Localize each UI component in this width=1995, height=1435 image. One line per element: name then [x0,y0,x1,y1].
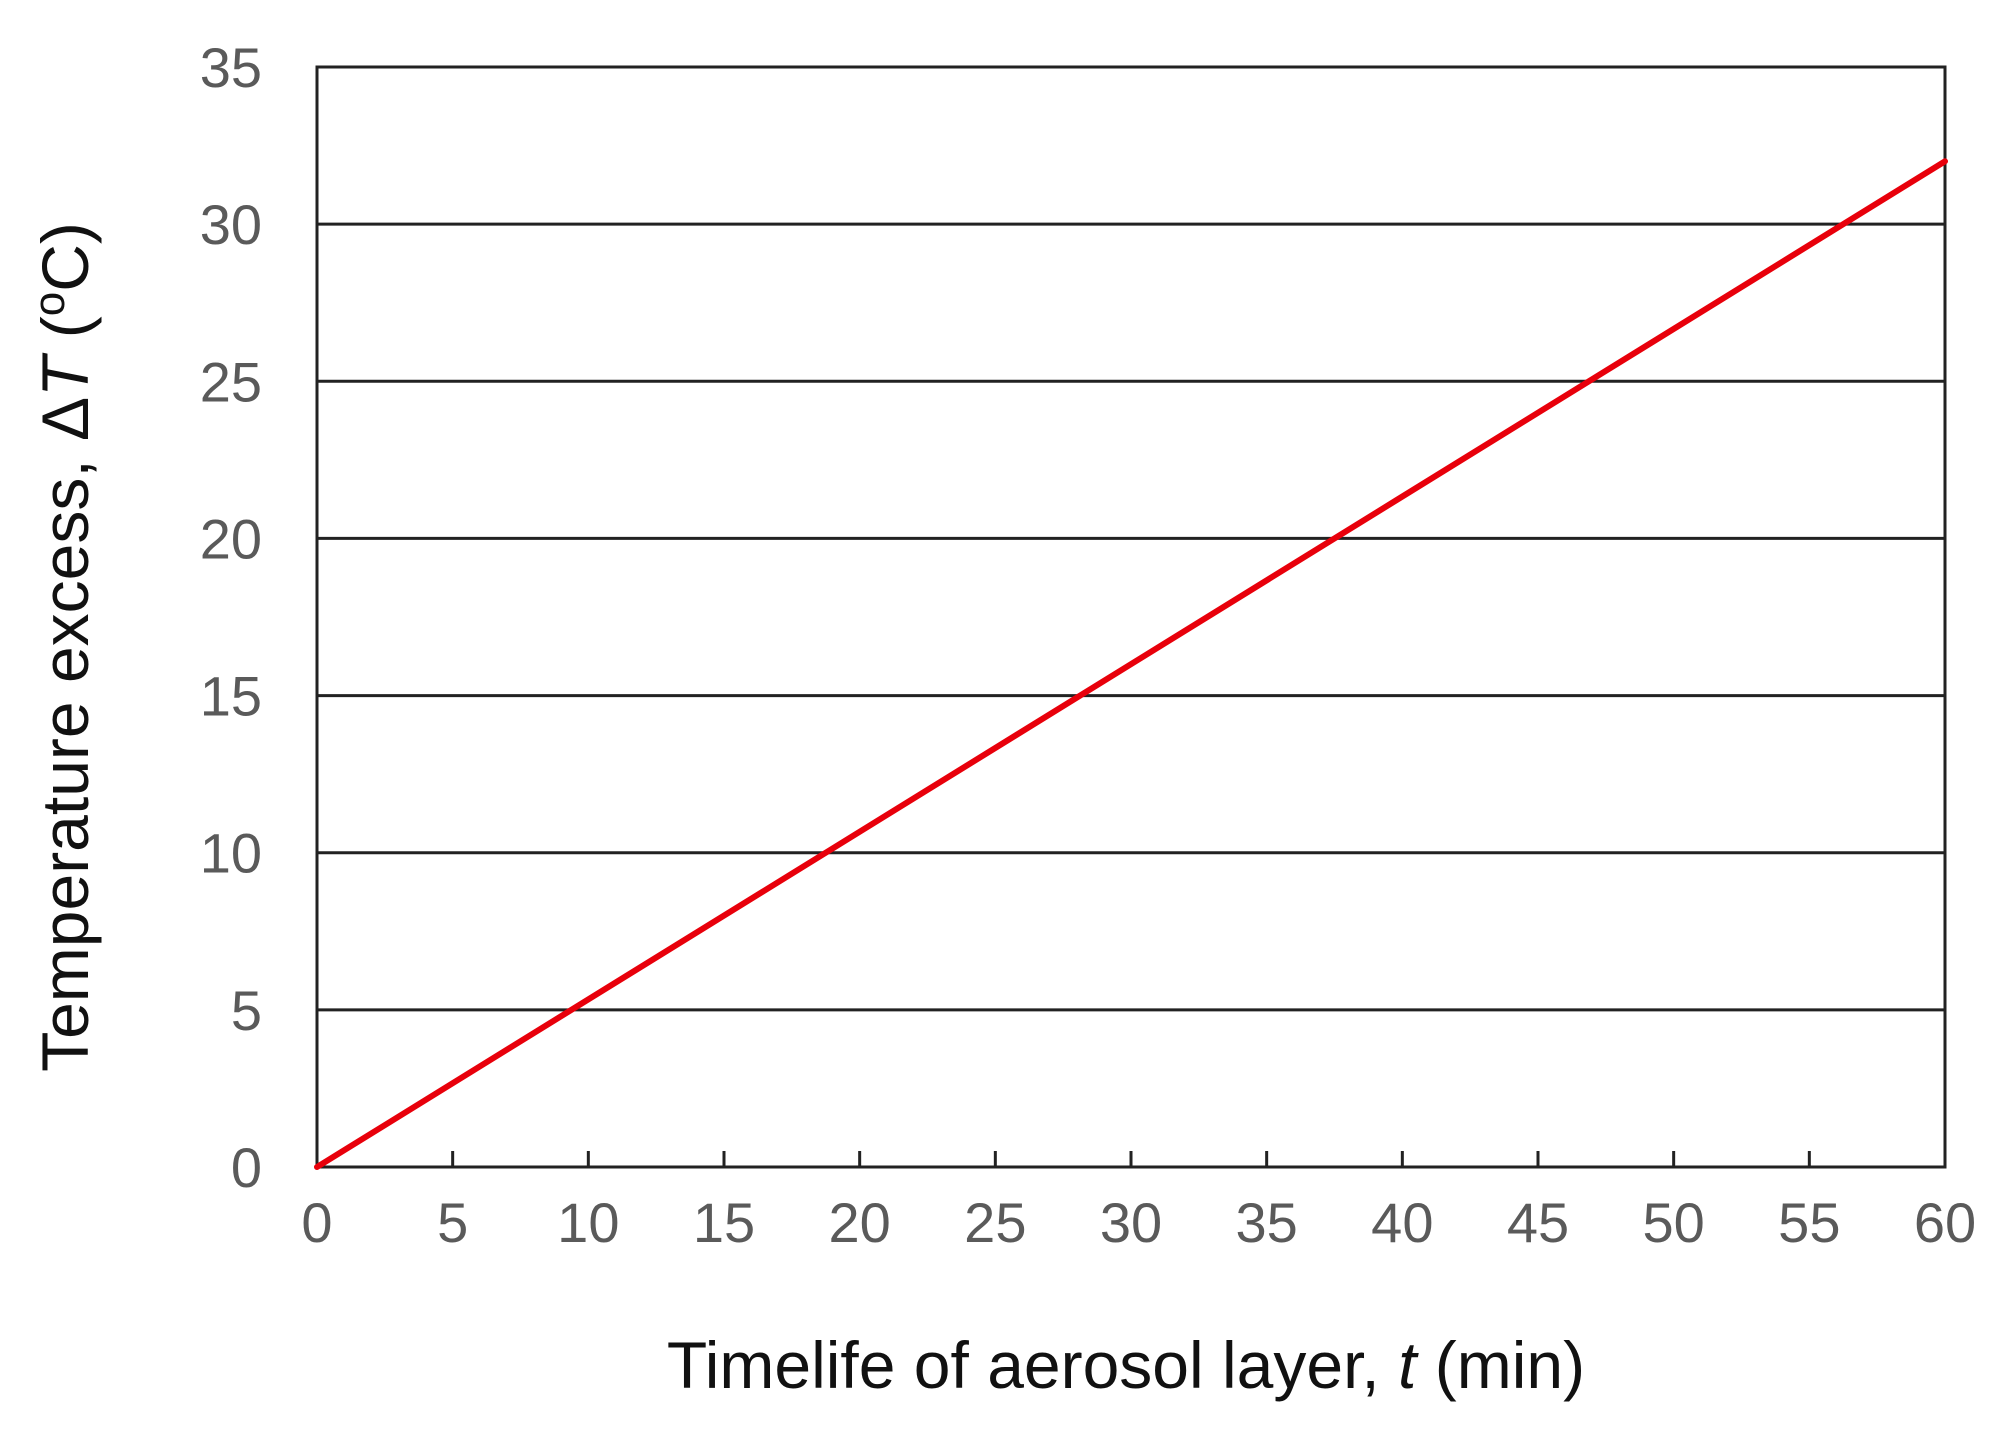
x-tick-label-60: 60 [1914,1191,1976,1254]
x-tick-marks [451,1151,1811,1167]
x-tick-label-35: 35 [1236,1191,1298,1254]
x-tick-label-30: 30 [1100,1191,1162,1254]
y-axis-title: Temperature excess, ΔT (oC) [25,222,103,1072]
y-tick-label-5: 5 [231,979,262,1042]
plot-frame [315,65,1947,1169]
x-tick-label-25: 25 [964,1191,1026,1254]
y-tick-label-20: 20 [200,507,262,570]
y-tick-label-0: 0 [231,1136,262,1199]
x-tick-label-15: 15 [693,1191,755,1254]
x-tick-label-5: 5 [437,1191,468,1254]
x-tick-label-55: 55 [1778,1191,1840,1254]
y-tick-label-10: 10 [200,822,262,885]
x-tick-label-40: 40 [1371,1191,1433,1254]
grid-lines [317,222,1945,1012]
x-tick-label-20: 20 [829,1191,891,1254]
x-tick-label-10: 10 [557,1191,619,1254]
series-layer [314,158,1948,1170]
y-tick-labels: 0 5 10 15 20 25 30 35 [200,36,262,1199]
x-axis-title: Timelife of aerosol layer, t (min) [667,1328,1585,1402]
x-tick-label-45: 45 [1507,1191,1569,1254]
y-tick-label-25: 25 [200,350,262,413]
series-line-0 [314,158,1948,1170]
y-tick-label-15: 15 [200,665,262,728]
y-tick-label-30: 30 [200,193,262,256]
y-tick-label-35: 35 [200,36,262,99]
x-tick-label-0: 0 [301,1191,332,1254]
x-tick-labels: 0 5 10 15 20 25 30 35 40 45 50 55 60 [301,1191,1976,1254]
x-tick-label-50: 50 [1643,1191,1705,1254]
